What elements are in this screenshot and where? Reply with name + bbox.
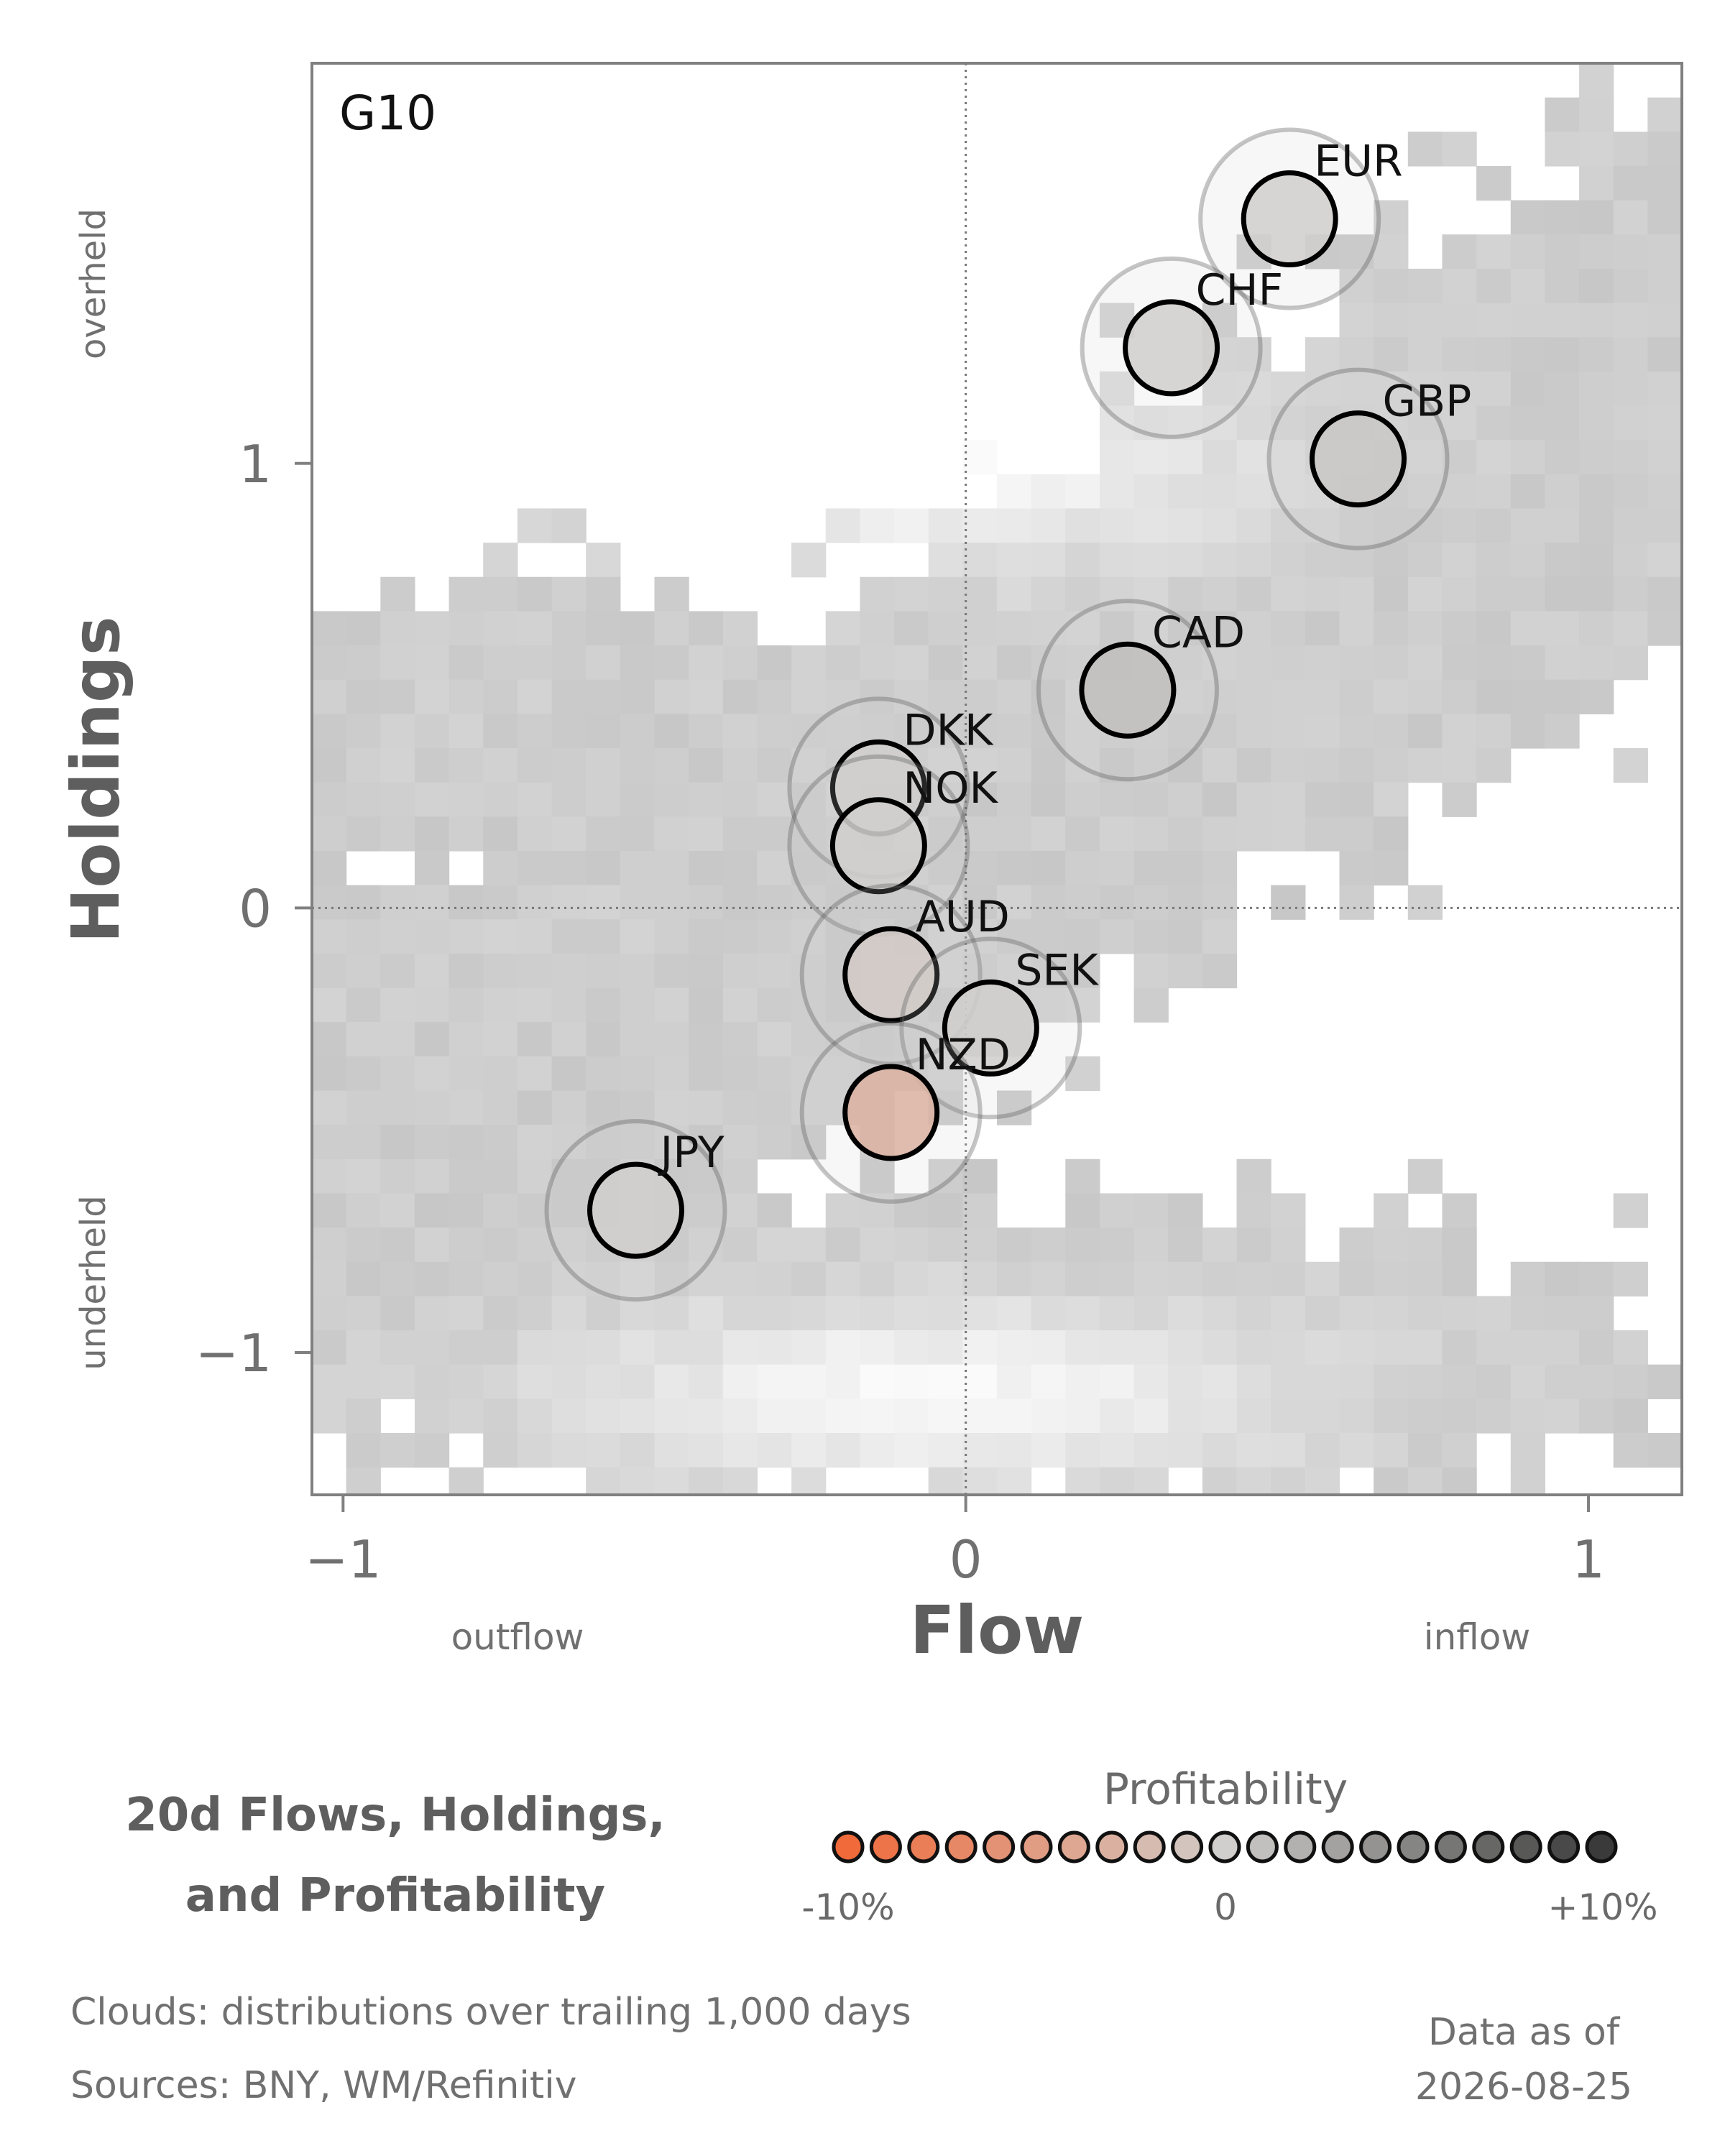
point-label: JPY — [658, 1128, 725, 1178]
point-marker — [942, 979, 1039, 1077]
colorbar-swatch — [1434, 1830, 1467, 1864]
currency-point-aud: AUD — [799, 883, 1010, 1067]
colorbar-tick-mid: 0 — [1214, 1886, 1237, 1928]
y-tick-label: 0 — [239, 878, 272, 939]
colorbar-swatch — [944, 1830, 978, 1864]
chart-title: 20d Flows, Holdings, and Profitability — [65, 1775, 726, 1936]
colorbar-swatch — [1095, 1830, 1128, 1864]
plot-frame — [310, 62, 1683, 1496]
x-tick-label: 0 — [949, 1529, 983, 1590]
colorbar-swatch — [1547, 1830, 1581, 1864]
y-tick-label: −1 — [196, 1323, 272, 1383]
point-marker — [842, 1064, 940, 1161]
colorbar-swatch — [1284, 1830, 1317, 1864]
chart-title-line2: and Profitability — [185, 1869, 606, 1922]
point-label: GBP — [1382, 377, 1471, 427]
colorbar-swatch — [1057, 1830, 1090, 1864]
data-as-of-label: Data as of — [1427, 2011, 1620, 2054]
point-label: SEK — [1015, 945, 1099, 995]
colorbar-swatch — [1397, 1830, 1430, 1864]
point-label: NZD — [916, 1030, 1011, 1080]
x-axis-title: Flow — [910, 1592, 1085, 1669]
point-label: AUD — [916, 892, 1010, 942]
currency-point-nzd: NZD — [799, 1021, 1011, 1204]
colorbar-swatch — [907, 1830, 940, 1864]
colorbar-swatch — [983, 1830, 1016, 1864]
x-tick-label: −1 — [305, 1529, 381, 1590]
point-label: CAD — [1152, 607, 1245, 658]
data-as-of-date: 2026-08-25 — [1414, 2065, 1633, 2109]
distribution-cloud-heatmap — [312, 63, 1682, 1495]
colorbar-swatch — [1472, 1830, 1505, 1864]
colorbar-title: Profitability — [1103, 1764, 1348, 1815]
currency-point-jpy: JPY — [544, 1119, 727, 1302]
colorbar-swatch — [1208, 1830, 1241, 1864]
colorbar-swatch — [1020, 1830, 1053, 1864]
point-label: NOK — [903, 763, 998, 814]
point-marker — [1079, 641, 1177, 739]
point-label: DKK — [903, 705, 994, 755]
y-annotation-overheld: overheld — [73, 208, 114, 359]
x-annotation-inflow: inflow — [1424, 1616, 1531, 1658]
colorbar-swatch — [869, 1830, 902, 1864]
currency-point-gbp: GBP — [1266, 367, 1471, 550]
profitability-colorbar — [832, 1830, 1618, 1864]
currency-point-nok: NOK — [787, 754, 999, 937]
colorbar-swatch — [1509, 1830, 1542, 1864]
chart-title-line1: 20d Flows, Holdings, — [125, 1789, 666, 1842]
point-marker — [587, 1161, 685, 1259]
sources-note: Sources: BNY, WM/Refinitiv — [70, 2064, 577, 2107]
point-label: EUR — [1314, 137, 1403, 187]
point-marker — [829, 797, 927, 895]
reference-lines — [312, 63, 1682, 1495]
data-as-of: Data as of 2026-08-25 — [1351, 2005, 1696, 2114]
currency-point-cad: CAD — [1036, 599, 1245, 782]
x-tick-label: 1 — [1572, 1529, 1605, 1590]
colorbar-tick-min: -10% — [801, 1886, 895, 1928]
colorbar-swatch — [1246, 1830, 1279, 1864]
currency-point-sek: SEK — [899, 936, 1099, 1120]
point-marker — [842, 926, 940, 1023]
colorbar-swatch — [1321, 1830, 1354, 1864]
point-marker — [1309, 410, 1407, 508]
panel-label: G10 — [339, 86, 436, 141]
colorbar-swatch — [1585, 1830, 1618, 1864]
y-tick-label: 1 — [239, 434, 272, 494]
colorbar-tick-max: +10% — [1547, 1886, 1658, 1928]
colorbar-swatch — [832, 1830, 865, 1864]
y-axis-title: Holdings — [58, 616, 134, 943]
point-label: CHF — [1196, 265, 1284, 315]
point-marker — [1241, 170, 1338, 268]
colorbar-swatch — [1359, 1830, 1392, 1864]
x-annotation-outflow: outflow — [451, 1616, 584, 1658]
clouds-note: Clouds: distributions over trailing 1,00… — [70, 1991, 911, 2034]
colorbar-swatch — [1133, 1830, 1166, 1864]
x-axis-ticks: −1 0 1 — [305, 1495, 1605, 1590]
point-marker — [1123, 299, 1220, 397]
colorbar-swatch — [1171, 1830, 1204, 1864]
currency-point-eur: EUR — [1198, 127, 1403, 310]
y-annotation-underheld: underheld — [73, 1195, 114, 1370]
y-axis-ticks: −1 0 1 — [196, 434, 312, 1383]
currency-point-chf: CHF — [1080, 256, 1284, 439]
